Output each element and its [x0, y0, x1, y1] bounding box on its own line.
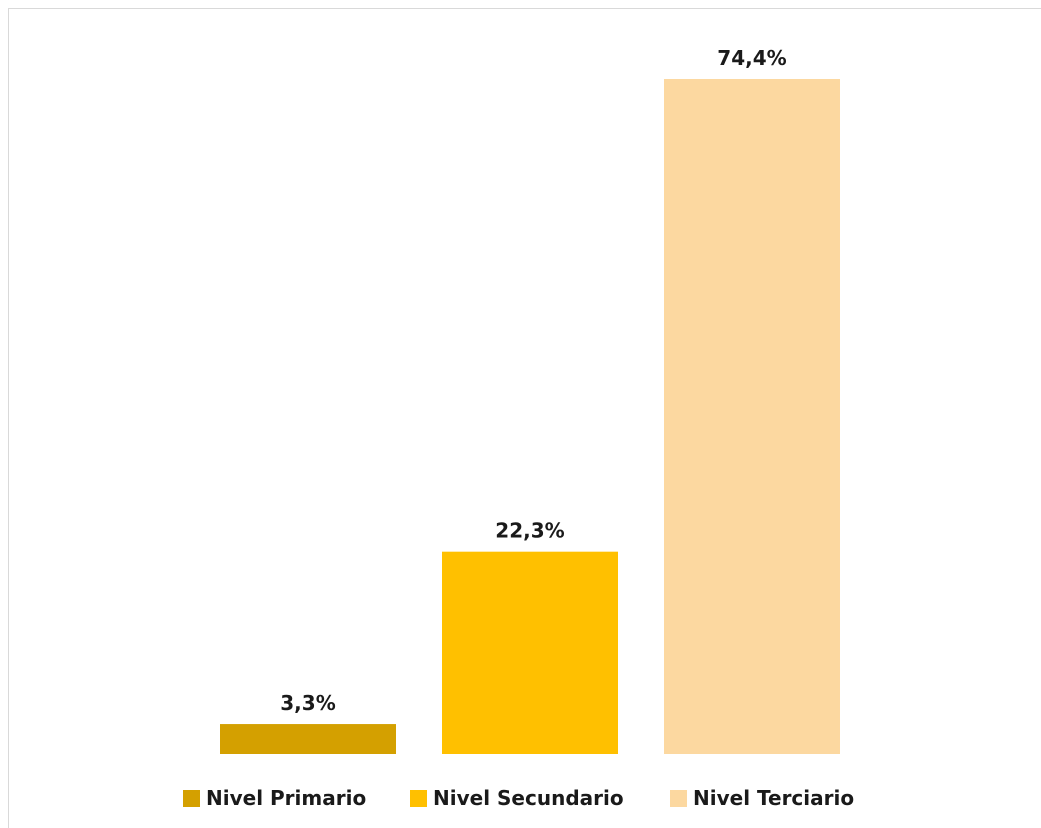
legend-swatch-nivel-primario — [183, 790, 200, 807]
chart-frame — [8, 8, 1041, 828]
bars-group — [220, 79, 840, 754]
legend-label-nivel-secundario: Nivel Secundario — [433, 786, 624, 810]
legend-swatch-nivel-terciario — [670, 790, 687, 807]
legend-label-nivel-terciario: Nivel Terciario — [693, 786, 854, 810]
legend: Nivel Primario Nivel Secundario Nivel Terc… — [183, 786, 854, 810]
legend-label-nivel-primario: Nivel Primario — [206, 786, 366, 810]
bar-nivel-primario — [220, 724, 396, 754]
legend-swatch-nivel-secundario — [410, 790, 427, 807]
data-labels-group: 3,3% 22,3% 74,4% — [280, 46, 786, 715]
bar-nivel-terciario — [664, 79, 840, 754]
data-label-nivel-primario: 3,3% — [280, 691, 335, 715]
data-label-nivel-terciario: 74,4% — [717, 46, 786, 70]
bar-nivel-secundario — [442, 551, 618, 754]
data-label-nivel-secundario: 22,3% — [495, 519, 564, 543]
